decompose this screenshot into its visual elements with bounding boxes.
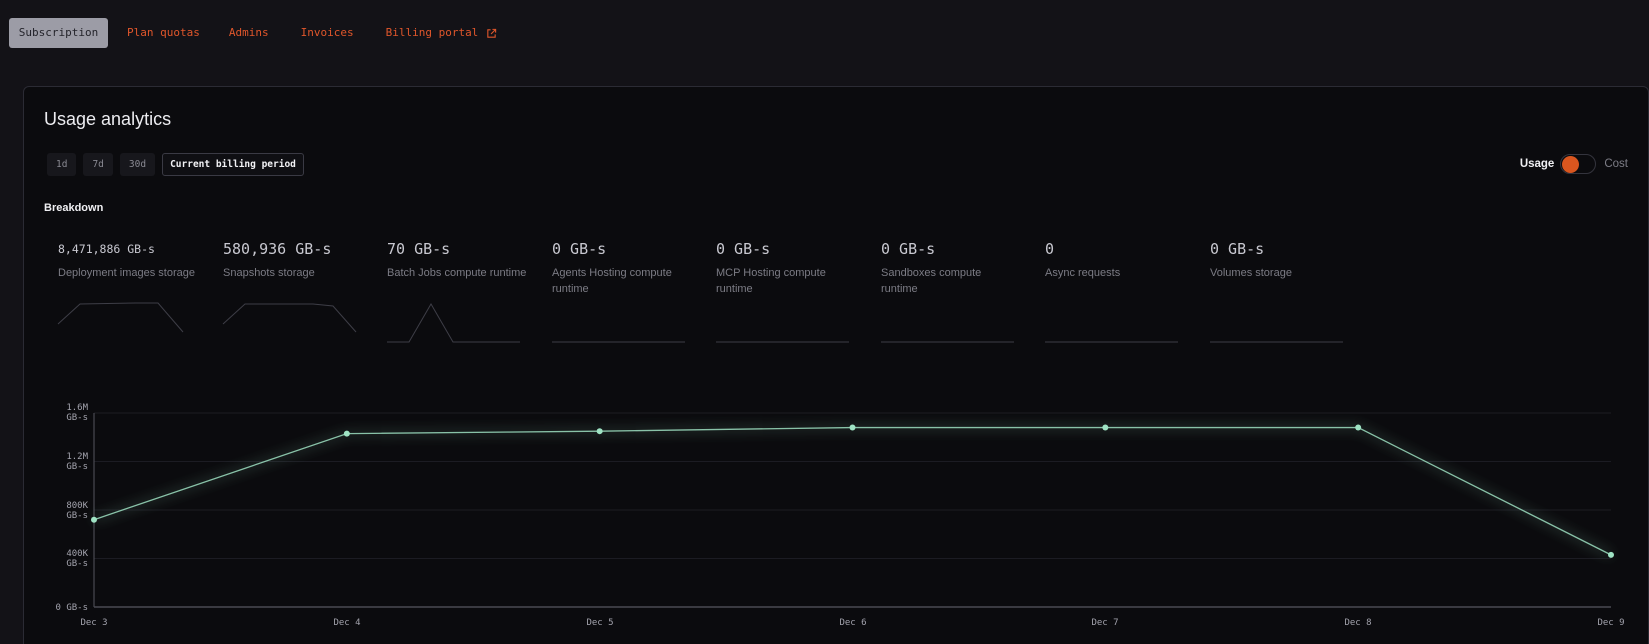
external-link-icon: [487, 28, 497, 38]
metric-card-mcp-hosting[interactable]: 0 GB-s MCP Hosting compute runtime: [702, 222, 862, 357]
metric-label: Async requests: [1045, 267, 1121, 279]
time-range-selector: 1d 7d 30d Current billing period: [47, 153, 304, 176]
usage-cost-toggle[interactable]: [1560, 154, 1597, 174]
metric-value: 0: [1045, 240, 1055, 258]
range-1d-button[interactable]: 1d: [47, 153, 77, 176]
tab-admins[interactable]: Admins: [213, 18, 285, 48]
tab-label: Invoices: [300, 26, 354, 39]
sparkline: [1045, 341, 1178, 343]
metric-card-async-requests[interactable]: 0 Async requests: [1031, 222, 1191, 357]
metric-value: 0 GB-s: [716, 240, 771, 258]
usage-analytics-panel: Usage analytics 1d 7d 30d Current billin…: [23, 86, 1649, 644]
metric-label: Volumes storage: [1210, 267, 1292, 279]
tab-label: Billing portal: [385, 26, 479, 39]
metrics-row: 8,471,886 GB-s Deployment images storage…: [44, 222, 1424, 357]
metric-card-batch-jobs[interactable]: 70 GB-s Batch Jobs compute runtime: [373, 222, 533, 357]
metric-card-sandboxes[interactable]: 0 GB-s Sandboxes compute runtime: [867, 222, 1027, 357]
tab-label: Subscription: [18, 26, 99, 39]
metric-card-snapshots[interactable]: 580,936 GB-s Snapshots storage: [209, 222, 369, 357]
sparkline: [552, 341, 685, 343]
metric-card-deployment-images[interactable]: 8,471,886 GB-s Deployment images storage: [44, 222, 204, 357]
metric-label: Sandboxes compute runtime: [881, 267, 982, 295]
range-current-billing-period-button[interactable]: Current billing period: [162, 153, 304, 176]
sparkline: [222, 303, 357, 333]
toggle-knob: [1562, 156, 1580, 173]
range-30d-button[interactable]: 30d: [119, 153, 156, 176]
usage-label[interactable]: Usage: [1519, 158, 1555, 170]
range-7d-button[interactable]: 7d: [83, 153, 113, 176]
metric-card-agents-hosting[interactable]: 0 GB-s Agents Hosting compute runtime: [538, 222, 698, 357]
sparkline: [1210, 341, 1343, 343]
metric-value: 0 GB-s: [552, 240, 607, 258]
metric-label: Batch Jobs compute runtime: [387, 267, 527, 279]
tab-plan-quotas[interactable]: Plan quotas: [114, 18, 213, 48]
tab-label: Admins: [228, 26, 269, 39]
metric-value: 8,471,886 GB-s: [58, 242, 155, 256]
metric-card-volumes[interactable]: 0 GB-s Volumes storage: [1196, 222, 1356, 357]
metric-value: 70 GB-s: [387, 240, 451, 258]
panel-title: Usage analytics: [44, 109, 172, 129]
tab-label: Plan quotas: [127, 26, 200, 39]
metric-value: 0 GB-s: [1210, 240, 1265, 258]
usage-cost-toggle-group: Usage Cost: [1520, 154, 1628, 174]
cost-label[interactable]: Cost: [1604, 158, 1628, 170]
metric-label: Snapshots storage: [223, 267, 315, 279]
sparkline: [57, 302, 184, 333]
metric-value: 580,936 GB-s: [223, 240, 332, 258]
metric-value: 0 GB-s: [881, 240, 936, 258]
tab-invoices[interactable]: Invoices: [285, 18, 370, 48]
metric-label: Deployment images storage: [58, 267, 195, 279]
sparkline: [387, 303, 520, 343]
sparkline: [881, 341, 1014, 343]
metric-label: MCP Hosting compute runtime: [716, 267, 826, 295]
billing-nav: Subscription Plan quotas Admins Invoices…: [9, 18, 513, 48]
tab-subscription[interactable]: Subscription: [9, 18, 108, 48]
breakdown-heading: Breakdown: [44, 202, 104, 214]
sparkline: [716, 341, 849, 343]
tab-billing-portal[interactable]: Billing portal: [370, 18, 514, 48]
metric-label: Agents Hosting compute runtime: [552, 267, 672, 295]
